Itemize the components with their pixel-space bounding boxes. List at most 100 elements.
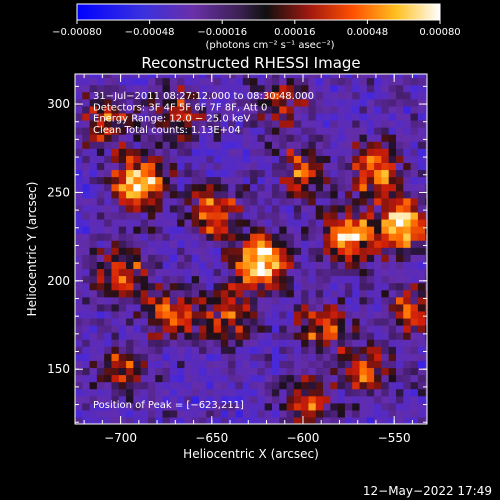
heatmap-cell [425, 289, 427, 298]
heatmap-cell [191, 190, 200, 199]
heatmap-cell [271, 275, 280, 284]
heatmap-cell [257, 148, 266, 156]
heatmap-cell [169, 190, 178, 199]
heatmap-cell [323, 233, 331, 241]
heatmap-cell [359, 98, 368, 107]
heatmap-cell [118, 303, 127, 312]
heatmap-cell [118, 148, 127, 156]
heatmap-cell [315, 162, 324, 171]
heatmap-cell [286, 74, 295, 79]
heatmap-cell [250, 409, 258, 418]
heatmap-cell [374, 204, 383, 213]
annotation-line: 31−Jul−2011 08:27:12.000 to 08:30:48.000 [93, 91, 314, 102]
heatmap-cell [213, 211, 222, 220]
heatmap-cell [118, 275, 127, 284]
heatmap-cell [250, 395, 258, 404]
heatmap-cell [133, 197, 142, 206]
heatmap-cell [417, 112, 426, 121]
heatmap-cell [140, 127, 149, 135]
heatmap-cell [235, 254, 244, 262]
heatmap-cell [155, 353, 164, 361]
heatmap-cell [323, 211, 331, 220]
heatmap-cell [410, 226, 419, 234]
heatmap-cell [169, 204, 178, 213]
heatmap-cell [286, 183, 295, 192]
heatmap-cell [279, 416, 288, 424]
heatmap-cell [104, 91, 113, 100]
heatmap-cell [118, 84, 127, 93]
heatmap-cell [425, 91, 427, 100]
heatmap-cell [271, 77, 280, 86]
heatmap-cell [111, 204, 120, 213]
heatmap-cell [308, 218, 317, 227]
heatmap-cell [118, 77, 127, 86]
heatmap-cell [133, 296, 142, 305]
heatmap-cell [242, 218, 251, 227]
heatmap-cell [301, 134, 310, 142]
heatmap-cell [374, 381, 383, 390]
heatmap-cell [257, 261, 266, 270]
heatmap-cell [352, 303, 361, 312]
heatmap-cell [177, 218, 186, 227]
heatmap-cell [366, 155, 375, 163]
heatmap-cell [374, 155, 383, 163]
heatmap-cell [191, 282, 200, 291]
heatmap-cell [323, 416, 331, 424]
heatmap-cell [359, 381, 368, 390]
heatmap-cell [140, 261, 149, 270]
heatmap-cell [191, 240, 200, 248]
heatmap-cell [206, 254, 215, 262]
heatmap-cell [417, 74, 426, 79]
heatmap-cell [235, 346, 244, 354]
heatmap-cell [330, 204, 339, 213]
heatmap-cell [82, 374, 91, 383]
heatmap-cell [308, 91, 317, 100]
heatmap-cell [352, 402, 361, 411]
heatmap-cell [330, 282, 339, 291]
heatmap-cell [177, 112, 186, 121]
heatmap-cell [220, 162, 229, 171]
heatmap-cell [301, 240, 310, 248]
heatmap-cell [271, 211, 280, 220]
heatmap-cell [235, 233, 244, 241]
heatmap-cell [344, 268, 353, 277]
heatmap-cell [155, 374, 164, 383]
heatmap-cell [250, 360, 258, 369]
heatmap-cell [228, 183, 237, 192]
heatmap-cell [315, 395, 324, 404]
heatmap-cell [162, 247, 171, 255]
heatmap-cell [206, 218, 215, 227]
heatmap-cell [104, 176, 113, 185]
heatmap-cell [104, 190, 113, 199]
heatmap-cell [301, 233, 310, 241]
heatmap-cell [140, 148, 149, 156]
heatmap-cell [417, 233, 426, 241]
heatmap-cell [271, 141, 280, 149]
heatmap-cell [344, 233, 353, 241]
heatmap-cell [147, 169, 156, 178]
heatmap-cell [162, 112, 171, 121]
heatmap-cell [155, 310, 164, 319]
heatmap-cell [111, 176, 120, 185]
heatmap-cell [417, 395, 426, 404]
heatmap-cell [162, 141, 171, 149]
heatmap-cell [191, 402, 200, 411]
heatmap-cell [213, 409, 222, 418]
heatmap-cell [235, 134, 244, 142]
heatmap-cell [352, 317, 361, 326]
heatmap-cell [228, 367, 237, 376]
heatmap-cell [403, 218, 412, 227]
heatmap-cell [374, 388, 383, 397]
heatmap-cell [133, 204, 142, 213]
heatmap-cell [359, 402, 368, 411]
heatmap-cell [425, 303, 427, 312]
heatmap-cell [301, 119, 310, 128]
heatmap-cell [286, 325, 295, 333]
heatmap-cell [89, 282, 98, 291]
heatmap-cell [381, 381, 390, 390]
heatmap-cell [96, 388, 105, 397]
heatmap-cell [388, 155, 397, 163]
heatmap-cell [337, 190, 346, 199]
heatmap-cell [279, 183, 288, 192]
heatmap-cell [126, 402, 134, 411]
